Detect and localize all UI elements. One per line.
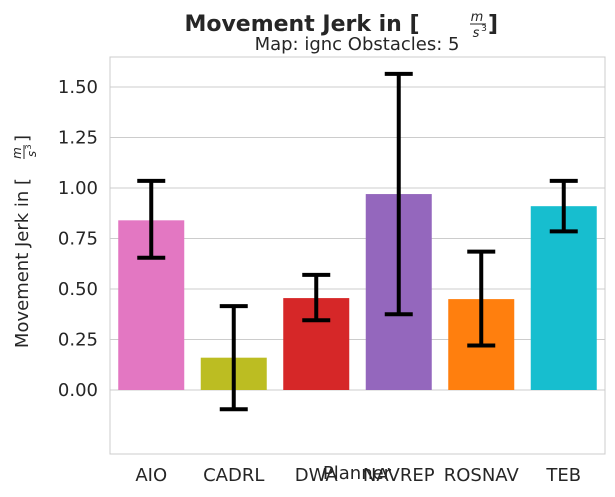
y-axis-fraction-exponent: 3 <box>24 144 33 149</box>
error-bar-dwa <box>302 272 331 323</box>
error-bar-layer <box>137 71 578 412</box>
y-tick-label: 0.50 <box>58 279 98 300</box>
chart-title: Movement Jerk in [ <box>184 12 419 37</box>
x-tick-labels: AIO CADRL DWA NAVREP ROSNAV TEB <box>135 465 581 486</box>
x-tick-label: NAVREP <box>363 465 435 486</box>
y-tick-label: 1.50 <box>58 77 98 98</box>
title-fraction: m s 3 <box>470 10 487 41</box>
title-suffix: ] <box>488 12 498 37</box>
y-tick-label: 1.00 <box>58 178 98 199</box>
chart-title-text: Movement Jerk in [ <box>184 12 419 37</box>
y-tick-label: 1.25 <box>58 128 98 149</box>
y-axis-fraction-denominator: s <box>25 151 39 157</box>
error-bar-navrep <box>384 71 413 317</box>
error-bar-rosnav <box>467 249 496 348</box>
bar-layer <box>118 194 597 390</box>
x-tick-label: TEB <box>545 465 581 486</box>
chart-subtitle: Map: ignc Obstacles: 5 <box>255 34 460 55</box>
error-bar-cadrl <box>219 304 248 412</box>
x-tick-label: AIO <box>135 465 167 486</box>
y-tick-label: 0.25 <box>58 330 98 351</box>
error-bar-teb <box>549 178 578 234</box>
error-bar-aio <box>137 178 166 260</box>
title-fraction-exponent: 3 <box>481 24 487 34</box>
title-fraction-numerator: m <box>471 10 484 25</box>
y-axis-label-text: Movement Jerk in [ <box>12 178 33 348</box>
y-axis-label-group: Movement Jerk in [ m s 3 ] <box>10 135 39 348</box>
x-axis-label: Planner <box>323 463 392 484</box>
y-tick-label: 0.00 <box>58 380 98 401</box>
y-axis-fraction-numerator: m <box>10 147 24 159</box>
title-fraction-denominator: s <box>473 26 480 41</box>
grid-layer <box>110 86 605 391</box>
x-tick-label: CADRL <box>203 465 264 486</box>
x-tick-label: DWA <box>295 465 339 486</box>
y-tick-labels: 0.00 0.25 0.50 0.75 1.00 1.25 1.50 <box>58 77 98 401</box>
x-tick-label: ROSNAV <box>444 465 520 486</box>
y-axis-label: Movement Jerk in [ <box>12 178 33 348</box>
bar-teb <box>530 206 597 390</box>
plot-frame <box>109 56 606 455</box>
y-tick-label: 0.75 <box>58 229 98 250</box>
y-axis-label-suffix: ] <box>12 135 33 142</box>
